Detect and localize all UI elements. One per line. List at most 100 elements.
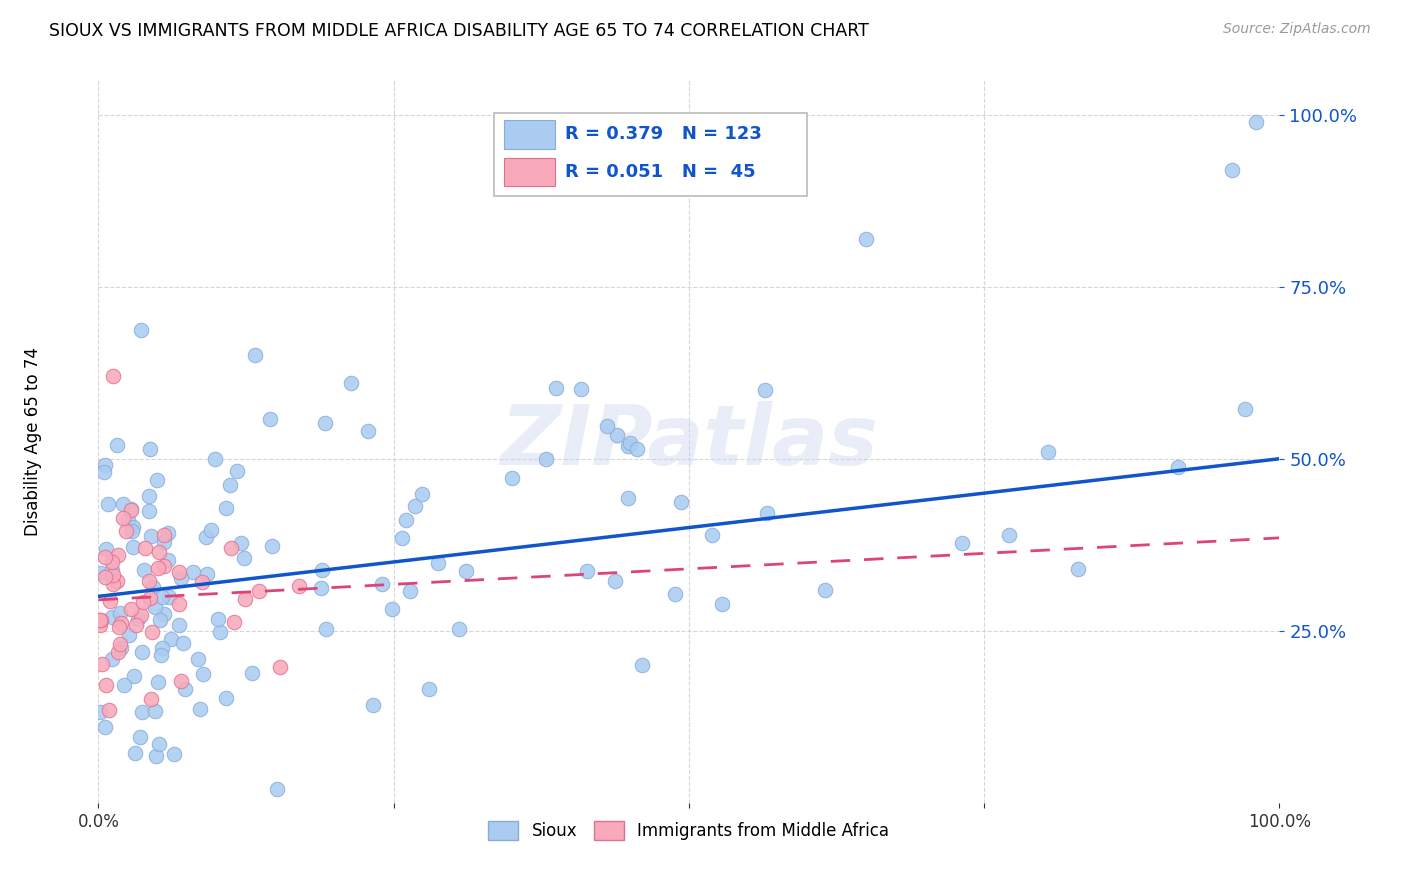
Point — [262, 539, 284, 553]
Point — [122, 520, 145, 534]
Text: Disability Age 65 to 74: Disability Age 65 to 74 — [24, 347, 42, 536]
Point — [997, 528, 1019, 542]
Point — [149, 613, 172, 627]
Point — [207, 612, 229, 626]
Point — [141, 624, 163, 639]
Point — [153, 535, 176, 549]
Point — [215, 691, 238, 706]
Point — [314, 416, 336, 430]
Point — [288, 579, 311, 593]
Point — [603, 574, 626, 589]
Point — [138, 574, 160, 589]
Point — [454, 565, 477, 579]
Text: Source: ZipAtlas.com: Source: ZipAtlas.com — [1223, 22, 1371, 37]
Text: R = 0.051   N =  45: R = 0.051 N = 45 — [565, 163, 755, 181]
Point — [122, 541, 145, 555]
Point — [142, 580, 165, 594]
Point — [100, 652, 122, 666]
Point — [233, 551, 256, 566]
Point — [120, 502, 142, 516]
Point — [148, 560, 170, 574]
Point — [120, 602, 142, 616]
Point — [145, 748, 167, 763]
Point — [536, 452, 558, 467]
Point — [814, 583, 837, 598]
Point — [340, 376, 363, 390]
Point — [855, 231, 877, 245]
Point — [90, 613, 112, 627]
Point — [162, 747, 184, 761]
Point — [617, 491, 640, 505]
Point — [127, 611, 149, 625]
Point — [160, 632, 183, 646]
Point — [754, 384, 776, 398]
Point — [124, 746, 146, 760]
Point — [311, 563, 333, 577]
FancyBboxPatch shape — [503, 158, 555, 186]
Point — [96, 677, 118, 691]
Point — [266, 782, 288, 797]
Point — [174, 681, 197, 696]
Point — [427, 556, 450, 570]
Point — [576, 564, 599, 578]
Point — [664, 586, 686, 600]
Text: SIOUX VS IMMIGRANTS FROM MIDDLE AFRICA DISABILITY AGE 65 TO 74 CORRELATION CHART: SIOUX VS IMMIGRANTS FROM MIDDLE AFRICA D… — [49, 22, 869, 40]
Point — [110, 615, 132, 630]
Point — [131, 645, 153, 659]
Point — [616, 438, 638, 452]
Point — [595, 418, 617, 433]
Point — [93, 465, 115, 479]
Point — [157, 525, 180, 540]
Point — [90, 657, 112, 672]
Point — [121, 524, 143, 538]
Point — [544, 381, 567, 395]
Point — [671, 495, 693, 509]
Point — [952, 536, 974, 550]
Point — [105, 574, 128, 588]
Point — [97, 497, 120, 511]
Point — [128, 730, 150, 744]
Point — [153, 558, 176, 573]
Point — [361, 698, 384, 713]
Point — [1234, 401, 1257, 416]
Point — [101, 369, 124, 384]
Point — [756, 507, 779, 521]
Point — [700, 527, 723, 541]
Point — [134, 541, 156, 555]
Point — [90, 566, 112, 580]
Point — [145, 705, 167, 719]
Point — [138, 591, 160, 605]
Point — [219, 541, 242, 555]
Point — [94, 458, 117, 472]
Point — [619, 435, 641, 450]
Point — [148, 737, 170, 751]
Point — [357, 424, 380, 438]
Point — [231, 536, 253, 550]
Point — [150, 590, 173, 604]
Point — [108, 620, 131, 634]
Point — [146, 473, 169, 487]
Point — [143, 600, 166, 615]
Point — [157, 552, 180, 566]
Point — [404, 499, 426, 513]
Point — [167, 597, 190, 611]
Point — [245, 348, 267, 362]
Point — [247, 584, 270, 599]
Point — [94, 720, 117, 734]
Point — [89, 706, 111, 720]
Point — [157, 590, 180, 604]
Point — [112, 510, 135, 524]
Point — [183, 566, 205, 580]
Point — [569, 382, 592, 396]
Point — [110, 641, 132, 656]
Point — [191, 574, 214, 589]
Point — [222, 615, 245, 629]
Point — [131, 323, 153, 337]
Point — [259, 412, 281, 426]
Point — [132, 563, 155, 577]
Text: ZIPatlas: ZIPatlas — [501, 401, 877, 482]
Point — [150, 640, 173, 655]
Point — [97, 703, 120, 717]
Point — [101, 577, 124, 591]
Point — [208, 625, 231, 640]
